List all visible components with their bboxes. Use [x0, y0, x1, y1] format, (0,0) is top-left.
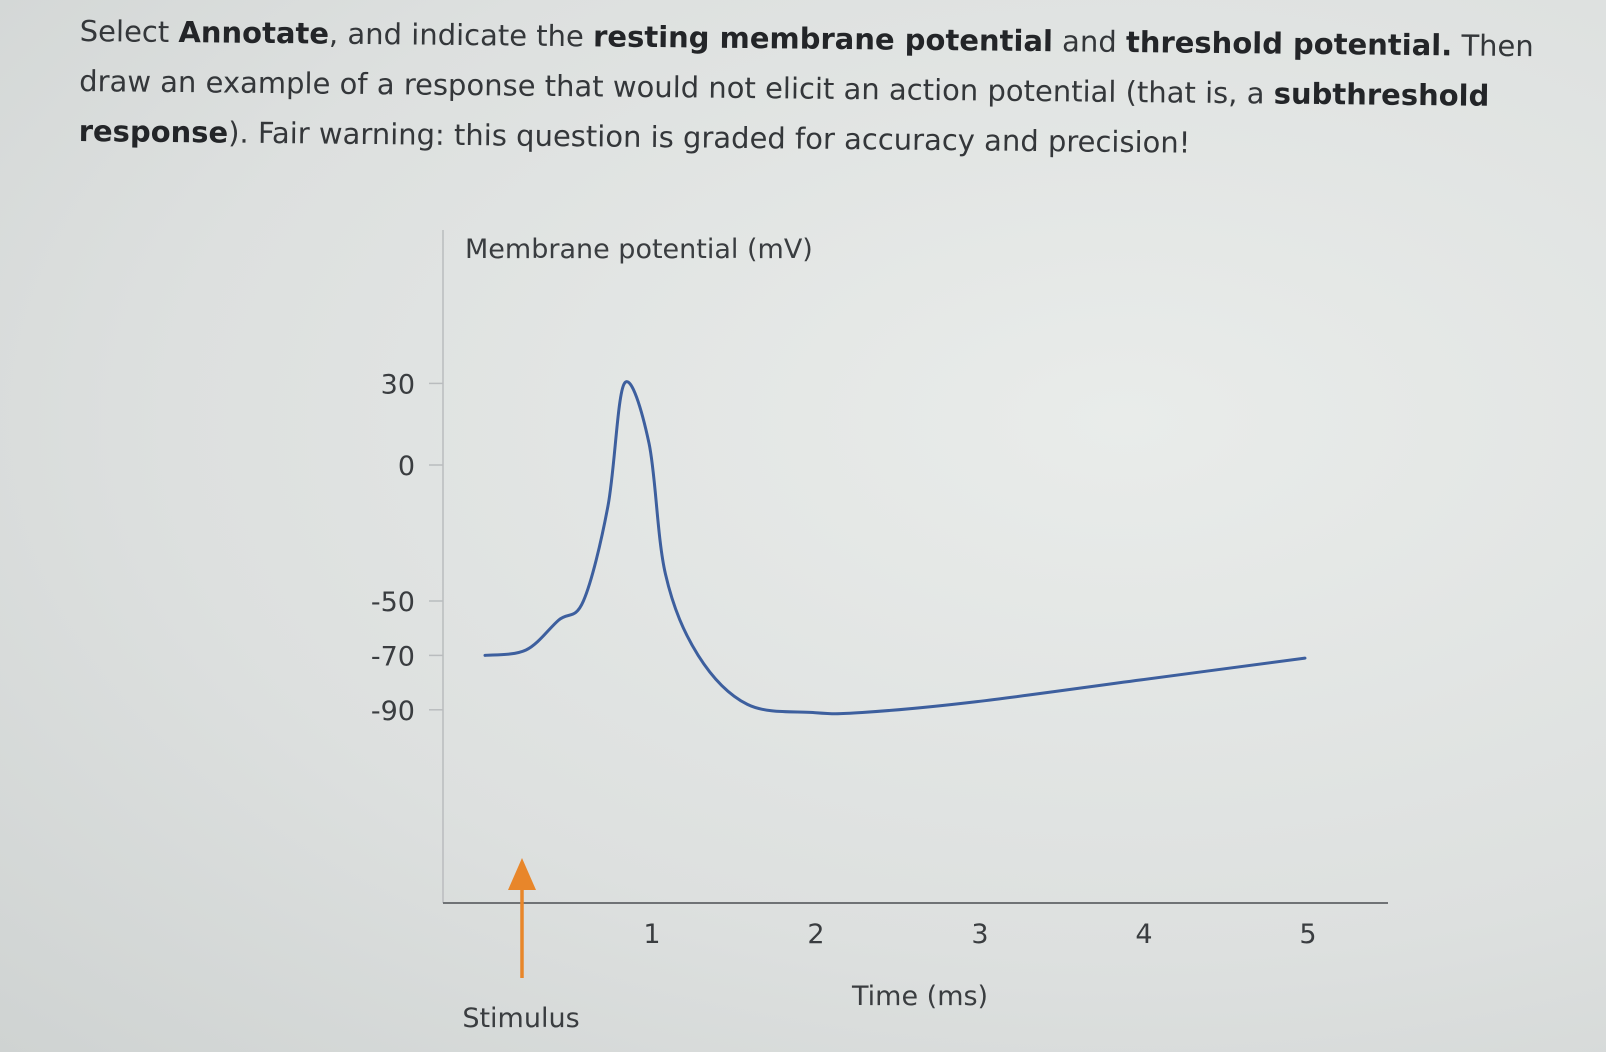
- y-tick-label: -70: [371, 641, 415, 672]
- x-tick-label: 3: [971, 919, 988, 950]
- stimulus-arrow-head: [508, 858, 536, 890]
- stimulus-annotation: Stimulus: [462, 858, 580, 1034]
- x-ticks: 1 2 3 4 5: [643, 919, 1316, 950]
- x-tick-label: 5: [1299, 919, 1316, 950]
- y-tick-label: -90: [371, 696, 415, 727]
- x-axis-title: Time (ms): [851, 981, 988, 1012]
- x-tick-label: 4: [1135, 919, 1152, 950]
- membrane-potential-line: [483, 380, 1307, 716]
- stimulus-label: Stimulus: [462, 1003, 579, 1034]
- y-tick-label: 0: [398, 451, 415, 482]
- y-ticks: 30 0 -50 -70 -90: [371, 369, 443, 727]
- x-tick-label: 2: [807, 919, 824, 950]
- y-axis-title: Membrane potential (mV): [465, 234, 813, 265]
- x-tick-label: 1: [643, 919, 660, 950]
- y-tick-label: -50: [371, 587, 415, 618]
- y-tick-label: 30: [381, 369, 415, 400]
